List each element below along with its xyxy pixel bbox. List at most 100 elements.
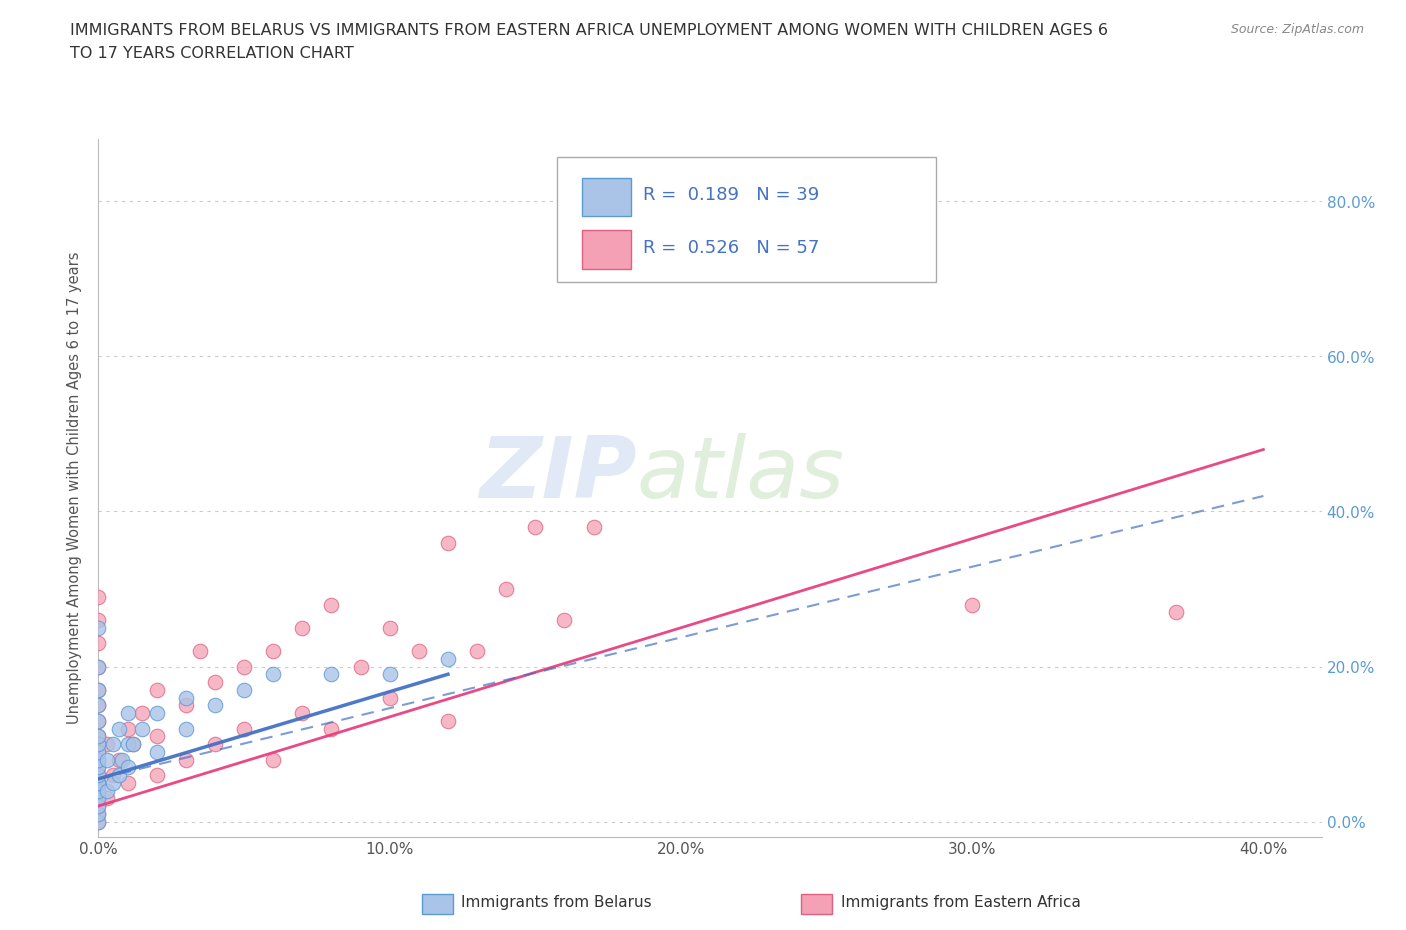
Point xyxy=(87,776,110,790)
Point xyxy=(262,644,284,658)
Point xyxy=(145,744,167,759)
Point xyxy=(87,683,110,698)
Point xyxy=(87,659,110,674)
Point xyxy=(582,520,605,535)
Point xyxy=(87,729,110,744)
Point xyxy=(87,737,110,751)
Point xyxy=(87,790,110,805)
Text: R =  0.526   N = 57: R = 0.526 N = 57 xyxy=(643,239,820,257)
Point xyxy=(553,613,575,628)
Text: Source: ZipAtlas.com: Source: ZipAtlas.com xyxy=(1230,23,1364,36)
Point xyxy=(117,737,139,751)
Point xyxy=(96,790,118,805)
Point xyxy=(108,721,131,736)
Point xyxy=(145,706,167,721)
Point xyxy=(321,597,343,612)
Point xyxy=(96,737,118,751)
Point xyxy=(378,690,401,705)
Point xyxy=(87,799,110,814)
Point xyxy=(87,744,110,759)
Point xyxy=(87,814,110,829)
Point xyxy=(87,698,110,712)
Point xyxy=(87,806,110,821)
Point xyxy=(87,799,110,814)
Point xyxy=(96,752,118,767)
Point xyxy=(291,620,314,635)
Point xyxy=(87,636,110,651)
Point xyxy=(87,760,110,775)
Point xyxy=(524,520,547,535)
Point xyxy=(122,737,145,751)
Point xyxy=(87,713,110,728)
Point xyxy=(291,706,314,721)
Bar xyxy=(582,230,630,269)
Bar xyxy=(582,178,630,217)
Point xyxy=(87,814,110,829)
Point xyxy=(87,713,110,728)
Text: TO 17 YEARS CORRELATION CHART: TO 17 YEARS CORRELATION CHART xyxy=(70,46,354,61)
Point xyxy=(117,776,139,790)
Point xyxy=(87,620,110,635)
Point xyxy=(87,737,110,751)
Point xyxy=(437,651,460,666)
Text: IMMIGRANTS FROM BELARUS VS IMMIGRANTS FROM EASTERN AFRICA UNEMPLOYMENT AMONG WOM: IMMIGRANTS FROM BELARUS VS IMMIGRANTS FR… xyxy=(70,23,1108,38)
Point xyxy=(960,597,983,612)
Point xyxy=(117,721,139,736)
Point xyxy=(87,698,110,712)
Point xyxy=(87,760,110,775)
Point xyxy=(145,729,167,744)
Point xyxy=(262,752,284,767)
Text: atlas: atlas xyxy=(637,432,845,516)
Text: Immigrants from Eastern Africa: Immigrants from Eastern Africa xyxy=(841,895,1081,910)
Point xyxy=(321,721,343,736)
Point xyxy=(96,783,118,798)
Point xyxy=(87,613,110,628)
Point xyxy=(131,721,153,736)
Point xyxy=(101,776,124,790)
Point xyxy=(87,752,110,767)
Point xyxy=(437,713,460,728)
Point xyxy=(122,737,145,751)
Point xyxy=(111,752,134,767)
Y-axis label: Unemployment Among Women with Children Ages 6 to 17 years: Unemployment Among Women with Children A… xyxy=(67,252,83,724)
Point xyxy=(204,737,226,751)
FancyBboxPatch shape xyxy=(557,157,936,283)
Point xyxy=(174,752,197,767)
Point xyxy=(233,659,256,674)
Text: ZIP: ZIP xyxy=(479,432,637,516)
Point xyxy=(321,667,343,682)
Point xyxy=(108,767,131,782)
Point xyxy=(378,620,401,635)
Text: Immigrants from Belarus: Immigrants from Belarus xyxy=(461,895,652,910)
Point xyxy=(131,706,153,721)
Point xyxy=(87,744,110,759)
Point xyxy=(87,683,110,698)
Point xyxy=(349,659,371,674)
Point xyxy=(174,690,197,705)
Point xyxy=(495,581,517,596)
Point xyxy=(87,767,110,782)
Point xyxy=(87,776,110,790)
Point xyxy=(174,721,197,736)
Point xyxy=(87,783,110,798)
Point xyxy=(87,806,110,821)
Point xyxy=(87,729,110,744)
Point xyxy=(437,535,460,550)
Point xyxy=(108,752,131,767)
Point xyxy=(87,776,110,790)
Point xyxy=(87,767,110,782)
Point xyxy=(1164,604,1187,619)
Point xyxy=(145,767,167,782)
Point xyxy=(233,683,256,698)
Point xyxy=(87,752,110,767)
Point xyxy=(378,667,401,682)
Point xyxy=(117,760,139,775)
Point xyxy=(101,767,124,782)
Point xyxy=(87,659,110,674)
Point xyxy=(233,721,256,736)
Point xyxy=(204,674,226,689)
Point xyxy=(262,667,284,682)
Point xyxy=(101,737,124,751)
Point xyxy=(408,644,430,658)
Point xyxy=(145,683,167,698)
